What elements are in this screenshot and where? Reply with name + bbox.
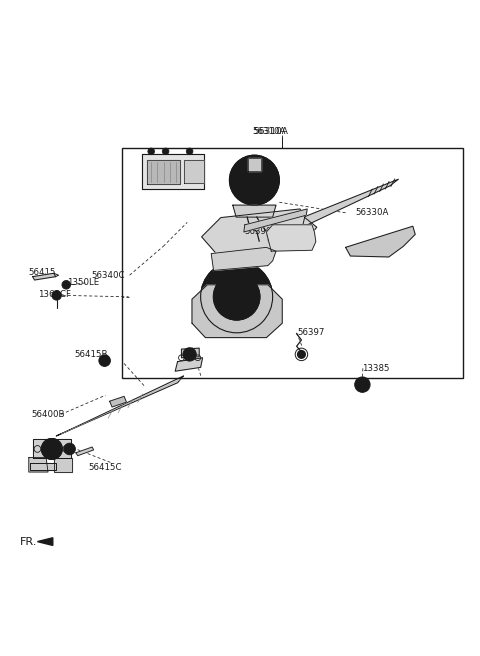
Circle shape (201, 261, 273, 333)
Circle shape (47, 444, 57, 454)
Polygon shape (192, 285, 282, 338)
Text: 56340C: 56340C (91, 271, 125, 279)
Text: 56330A: 56330A (355, 209, 389, 217)
Polygon shape (37, 538, 53, 545)
Circle shape (68, 447, 72, 451)
Polygon shape (109, 396, 127, 407)
Polygon shape (30, 463, 56, 470)
Circle shape (65, 283, 68, 286)
Text: 56415C: 56415C (89, 462, 122, 472)
Text: 1360CF: 1360CF (38, 290, 72, 299)
Polygon shape (54, 458, 72, 472)
Circle shape (298, 350, 305, 358)
Circle shape (183, 348, 196, 361)
Circle shape (162, 148, 169, 155)
Text: 56397: 56397 (298, 328, 325, 337)
Polygon shape (181, 348, 199, 358)
Polygon shape (56, 376, 183, 436)
Polygon shape (175, 358, 203, 371)
Bar (122, 148, 463, 379)
Polygon shape (33, 274, 56, 280)
Circle shape (64, 443, 75, 455)
Text: 56415B: 56415B (74, 350, 108, 359)
Circle shape (237, 162, 272, 198)
Polygon shape (248, 158, 261, 171)
Polygon shape (302, 179, 398, 227)
Circle shape (226, 286, 248, 308)
Circle shape (244, 170, 265, 191)
Polygon shape (266, 225, 316, 251)
Text: 56390C: 56390C (245, 228, 278, 237)
Polygon shape (346, 226, 415, 257)
Text: FR.: FR. (20, 537, 37, 546)
Polygon shape (33, 440, 71, 458)
Circle shape (187, 352, 192, 357)
Circle shape (62, 281, 71, 289)
Polygon shape (76, 447, 94, 456)
Circle shape (355, 377, 370, 392)
Circle shape (103, 359, 107, 363)
Circle shape (213, 274, 260, 320)
Text: 56310A: 56310A (252, 127, 286, 136)
Circle shape (41, 438, 62, 459)
Circle shape (148, 148, 155, 155)
Circle shape (99, 355, 110, 367)
Circle shape (360, 382, 365, 388)
Polygon shape (184, 160, 204, 183)
Polygon shape (211, 247, 276, 270)
Polygon shape (142, 154, 204, 189)
Polygon shape (202, 209, 317, 256)
Circle shape (186, 148, 193, 155)
Text: 56415: 56415 (29, 268, 56, 277)
Text: 56400B: 56400B (31, 410, 65, 419)
Polygon shape (244, 209, 307, 232)
Circle shape (229, 155, 279, 205)
Circle shape (55, 294, 58, 297)
Circle shape (52, 291, 61, 300)
Text: 1350LE: 1350LE (67, 278, 99, 287)
Text: 13385: 13385 (362, 364, 390, 373)
Text: 56310A: 56310A (253, 127, 288, 136)
Polygon shape (233, 205, 276, 217)
Polygon shape (147, 160, 180, 184)
Polygon shape (29, 458, 48, 472)
